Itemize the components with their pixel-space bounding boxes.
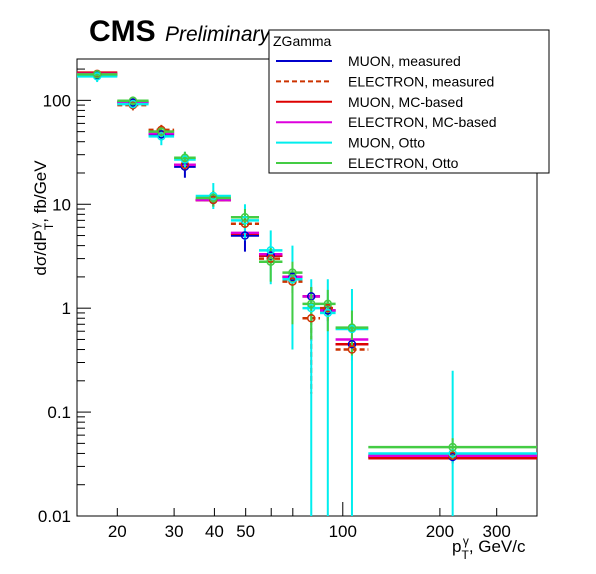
x-tick-label: 200 [426, 522, 454, 541]
y-tick-label: 1 [62, 299, 71, 318]
series-4-point [266, 246, 275, 255]
data-marks [77, 69, 537, 516]
y-tick-label: 100 [43, 91, 71, 110]
series-1-point [306, 313, 316, 323]
x-tick-label: 50 [236, 522, 255, 541]
series-5-point [448, 442, 457, 452]
legend-entry: MUON, Otto [348, 135, 425, 151]
series-0-point [347, 339, 357, 349]
series-5-point [180, 153, 190, 163]
series-5-point [323, 299, 333, 309]
x-tick-label: 30 [165, 522, 184, 541]
x-tick-label: 300 [483, 522, 511, 541]
y-tick-label: 0.01 [38, 507, 71, 526]
x-tick-label: 40 [205, 522, 224, 541]
x-tick-label: 100 [329, 522, 357, 541]
legend-entry: ELECTRON, Otto [348, 155, 459, 171]
series-5-point [240, 212, 250, 222]
series-0-point [240, 231, 250, 240]
legend-entry: MUON, measured [348, 53, 461, 69]
series-5-point [347, 323, 357, 332]
x-axis: 20 30 40 50 100 200 300 [108, 502, 538, 541]
y-axis: 0.01 0.1 1 10 100 [38, 68, 91, 526]
y-tick-label: 10 [52, 195, 71, 214]
series-1-point [288, 277, 297, 286]
legend-entry: ELECTRON, measured [348, 73, 494, 89]
y-axis-title: dσ/dPTγ, fb/GeV [28, 160, 56, 276]
legend: ZGamma MUON, measured ELECTRON, measured M… [268, 29, 550, 174]
series-5-point [157, 127, 166, 136]
legend-entry: ELECTRON, MC-based [348, 114, 497, 130]
series-5-point [288, 268, 297, 277]
series-4-point [323, 308, 333, 318]
series-4-point [157, 132, 166, 141]
series-5-point [92, 70, 102, 79]
experiment-label: CMS [89, 15, 156, 48]
series-0-point [266, 251, 275, 260]
x-axis-title: pTγ, GeV/c [452, 534, 526, 562]
series-4-point [240, 216, 250, 225]
legend-entry: MUON, MC-based [348, 94, 463, 110]
series-4-point [306, 303, 316, 313]
series-5-point [209, 193, 218, 203]
series-5-point [266, 257, 275, 266]
status-label: Preliminary [165, 23, 272, 46]
y-tick-label: 0.1 [47, 403, 71, 422]
series-4-point [128, 99, 138, 109]
series-1-point [323, 303, 333, 313]
series-5-point [306, 299, 316, 309]
series-1-point [266, 254, 275, 263]
series-1-point [347, 345, 357, 354]
series-5-point [128, 96, 138, 106]
legend-title: ZGamma [273, 33, 332, 49]
x-tick-label: 20 [108, 522, 127, 541]
